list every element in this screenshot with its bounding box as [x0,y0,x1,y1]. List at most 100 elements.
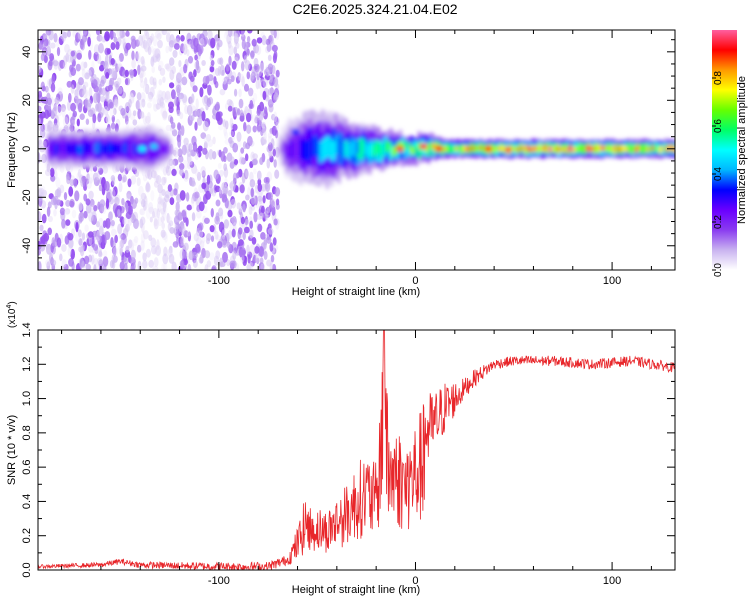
noise-speckle [267,192,273,201]
snr-y-multiplier: (x104) [6,301,18,328]
noise-speckle [69,179,75,187]
noise-speckle [39,111,46,119]
y-tick-label: 0 [21,146,33,152]
noise-speckle [227,189,233,197]
signal-segment [587,145,591,151]
signal-segment [408,143,412,151]
noise-speckle [152,47,159,57]
signal-segment [533,146,537,152]
signal-hotspot [604,145,613,152]
noise-speckle [97,113,102,123]
noise-speckle [239,156,245,165]
signal-segment [479,145,483,151]
signal-segment [130,142,133,155]
noise-speckle [112,84,116,93]
noise-speckle [180,259,185,269]
noise-speckle [222,195,228,202]
noise-speckle [233,46,238,55]
signal-segment [583,146,586,153]
noise-speckle [67,92,72,103]
noise-speckle [84,224,89,232]
noise-speckle [187,55,194,64]
noise-speckle [209,187,214,195]
signal-segment [427,145,431,154]
noise-speckle [243,83,250,92]
noise-speckle [161,30,168,36]
signal-segment [531,145,535,152]
noise-speckle [179,190,186,201]
signal-segment [660,146,664,152]
noise-speckle [246,263,252,270]
noise-speckle [136,177,141,187]
noise-speckle [105,71,110,79]
noise-speckle [190,198,195,209]
noise-speckle [119,239,125,248]
noise-speckle [273,111,278,123]
noise-speckle [46,206,51,217]
noise-speckle [110,228,117,237]
signal-hotspot [484,145,493,152]
noise-speckle [82,175,86,187]
noise-speckle [107,84,113,91]
signal-hotspot [149,143,158,150]
signal-segment [148,143,152,157]
noise-speckle [167,222,172,232]
noise-speckle [180,42,186,53]
signal-segment [391,146,395,157]
noise-speckle [154,48,161,59]
noise-speckle [192,85,198,93]
noise-speckle [246,35,251,43]
noise-speckle [38,139,43,150]
noise-speckle [85,198,91,206]
noise-speckle [88,246,94,253]
noise-speckle [122,217,127,225]
noise-speckle [258,246,265,258]
noise-speckle [117,57,121,68]
signal-segment [318,141,322,163]
noise-speckle [110,42,116,51]
noise-speckle [131,239,138,247]
noise-speckle [142,260,148,269]
signal-segment [87,142,91,153]
signal-segment [288,141,292,159]
noise-speckle [38,117,42,125]
noise-speckle [39,185,46,193]
noise-speckle [240,247,246,257]
noise-speckle [125,42,131,51]
noise-speckle [232,123,238,131]
noise-speckle [183,63,188,74]
colorbar-tick-label: 0.6 [713,119,724,133]
noise-speckle [146,112,152,121]
signal-segment [330,140,334,161]
noise-speckle [104,116,108,124]
noise-speckle [63,191,68,201]
noise-speckle [42,41,46,49]
noise-speckle [232,107,236,118]
noise-speckle [38,105,42,112]
noise-speckle [246,71,251,80]
signal-segment [82,143,86,154]
noise-speckle [234,32,239,40]
signal-segment [309,135,313,157]
noise-speckle [233,158,239,166]
noise-speckle [219,169,224,177]
noise-speckle [239,30,246,35]
noise-speckle [77,203,84,211]
noise-speckle [202,75,208,85]
noise-speckle [92,113,97,124]
noise-speckle [256,108,261,116]
noise-speckle [88,177,93,184]
noise-speckle [126,190,132,200]
noise-speckle [137,260,142,270]
noise-speckle [198,112,203,120]
noise-speckle [226,78,232,85]
noise-speckle [109,106,116,118]
noise-speckle [217,65,221,76]
signal-hotspot [419,143,428,150]
noise-speckle [251,159,258,166]
noise-speckle [123,255,129,265]
noise-speckle [256,37,263,44]
noise-speckle [261,138,267,145]
noise-speckle [203,141,208,150]
